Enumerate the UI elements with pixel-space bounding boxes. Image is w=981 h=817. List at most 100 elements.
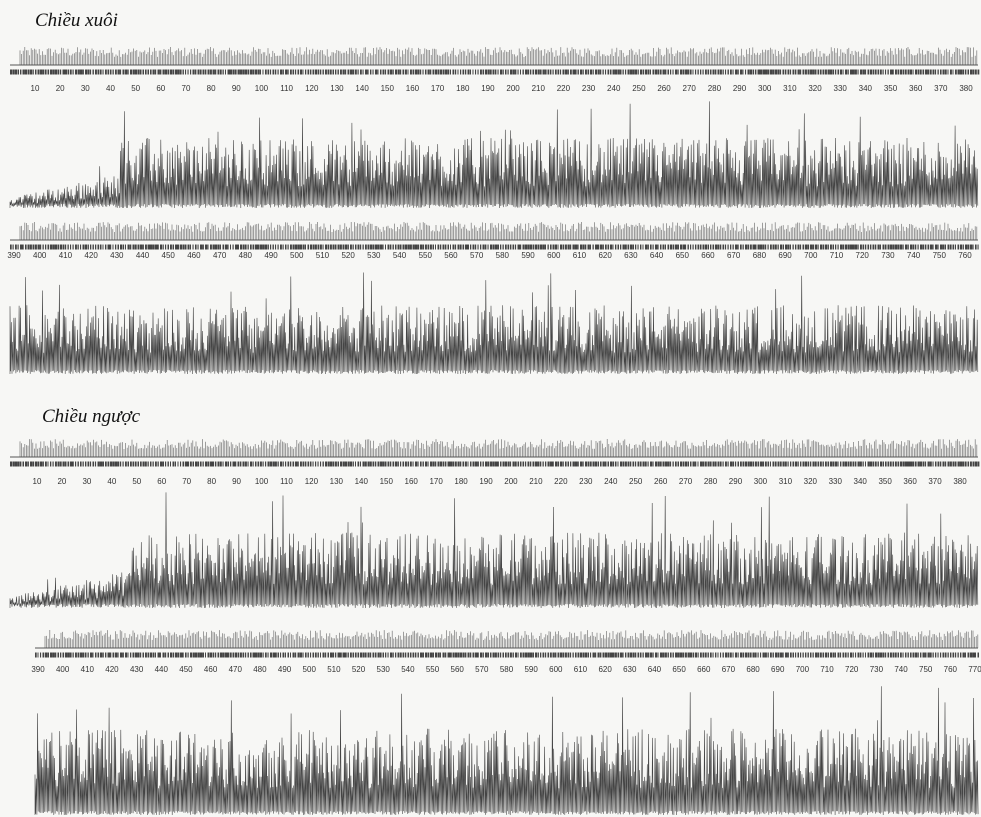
position-label: 580 [500, 665, 514, 674]
position-label: 40 [106, 84, 115, 93]
position-label: 210 [532, 84, 546, 93]
quality-bar [45, 630, 978, 648]
position-label: 180 [456, 84, 470, 93]
position-label: 260 [654, 477, 668, 486]
position-label: 30 [81, 84, 90, 93]
position-label: 750 [933, 251, 947, 260]
position-label: 570 [475, 665, 489, 674]
position-label: 480 [239, 251, 253, 260]
position-label: 360 [909, 84, 923, 93]
position-label: 50 [131, 84, 140, 93]
position-label: 700 [804, 251, 818, 260]
position-label: 350 [878, 477, 892, 486]
position-label: 610 [573, 251, 587, 260]
position-label: 60 [157, 477, 166, 486]
position-label: 470 [213, 251, 227, 260]
position-label: 230 [579, 477, 593, 486]
position-label: 380 [959, 84, 973, 93]
position-label: 150 [381, 84, 395, 93]
position-label: 90 [232, 477, 241, 486]
position-label: 100 [255, 84, 269, 93]
position-label: 740 [907, 251, 921, 260]
position-label: 620 [598, 665, 612, 674]
position-label: 490 [264, 251, 278, 260]
position-label: 560 [451, 665, 465, 674]
position-label: 500 [290, 251, 304, 260]
position-label: 10 [33, 477, 42, 486]
quality-bar [20, 439, 977, 457]
position-label: 500 [303, 665, 317, 674]
position-label: 670 [727, 251, 741, 260]
position-label: 70 [182, 84, 191, 93]
position-label: 520 [341, 251, 355, 260]
trace [10, 273, 978, 375]
position-label: 310 [779, 477, 793, 486]
position-label: 110 [280, 477, 293, 486]
position-label: 320 [808, 84, 822, 93]
position-label: 250 [629, 477, 643, 486]
position-label: 600 [549, 665, 563, 674]
position-label: 470 [229, 665, 243, 674]
position-label: 80 [207, 84, 216, 93]
position-label: 630 [623, 665, 637, 674]
position-label: 160 [405, 477, 419, 486]
position-label: 770 [968, 665, 981, 674]
position-label: 720 [856, 251, 870, 260]
position-label: 330 [834, 84, 848, 93]
position-label: 560 [444, 251, 458, 260]
position-label: 140 [355, 84, 369, 93]
position-label: 610 [574, 665, 588, 674]
position-label: 570 [470, 251, 484, 260]
position-label: 350 [884, 84, 898, 93]
position-label: 290 [729, 477, 743, 486]
position-label: 210 [529, 477, 543, 486]
position-label: 250 [632, 84, 646, 93]
position-label: 370 [934, 84, 948, 93]
section-title: Chiều xuôi [35, 10, 118, 31]
position-label: 750 [919, 665, 933, 674]
position-label: 650 [676, 251, 690, 260]
position-label: 420 [84, 251, 98, 260]
position-label: 320 [804, 477, 818, 486]
position-label: 620 [598, 251, 612, 260]
position-label: 660 [701, 251, 715, 260]
position-label: 340 [854, 477, 868, 486]
quality-bar [20, 47, 977, 65]
position-label: 160 [406, 84, 420, 93]
position-label: 120 [305, 477, 319, 486]
position-label: 340 [859, 84, 873, 93]
position-label: 190 [481, 84, 495, 93]
position-label: 200 [506, 84, 520, 93]
position-label: 390 [7, 251, 21, 260]
position-label: 300 [754, 477, 768, 486]
position-label: 430 [110, 251, 124, 260]
position-label: 400 [56, 665, 70, 674]
position-label: 260 [657, 84, 671, 93]
position-label: 700 [796, 665, 810, 674]
position-label: 760 [944, 665, 958, 674]
position-label: 140 [355, 477, 369, 486]
position-label: 730 [881, 251, 895, 260]
position-label: 550 [419, 251, 433, 260]
position-label: 650 [672, 665, 686, 674]
position-label: 450 [162, 251, 176, 260]
position-label: 110 [280, 84, 293, 93]
position-label: 540 [401, 665, 415, 674]
position-label: 10 [31, 84, 40, 93]
position-label: 510 [327, 665, 341, 674]
position-label: 630 [624, 251, 638, 260]
position-label: 690 [778, 251, 792, 260]
position-label: 120 [305, 84, 319, 93]
quality-bar [20, 222, 977, 240]
position-label: 150 [380, 477, 394, 486]
position-label: 510 [316, 251, 330, 260]
position-label: 240 [607, 84, 621, 93]
position-label: 640 [648, 665, 662, 674]
position-label: 240 [604, 477, 618, 486]
position-label: 590 [521, 251, 535, 260]
position-label: 590 [524, 665, 538, 674]
position-label: 420 [105, 665, 119, 674]
position-label: 720 [845, 665, 859, 674]
position-label: 130 [330, 84, 344, 93]
position-label: 460 [204, 665, 218, 674]
